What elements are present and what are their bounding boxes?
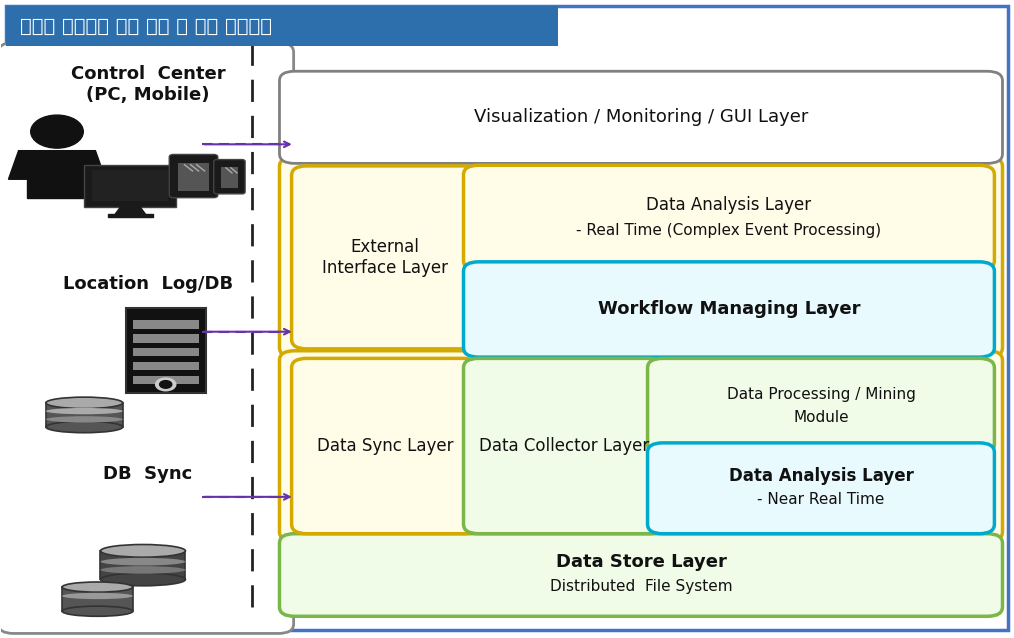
Text: Data Analysis Layer: Data Analysis Layer bbox=[646, 196, 811, 214]
Text: Distributed  File System: Distributed File System bbox=[550, 579, 732, 594]
FancyBboxPatch shape bbox=[178, 163, 209, 191]
Text: External
Interface Layer: External Interface Layer bbox=[322, 238, 448, 277]
FancyBboxPatch shape bbox=[84, 165, 176, 207]
FancyBboxPatch shape bbox=[221, 167, 238, 188]
FancyBboxPatch shape bbox=[133, 376, 199, 385]
Text: Workflow Managing Layer: Workflow Managing Layer bbox=[597, 300, 860, 318]
FancyBboxPatch shape bbox=[280, 71, 1003, 163]
Circle shape bbox=[155, 378, 175, 391]
Ellipse shape bbox=[46, 416, 123, 422]
Text: Control  Center
(PC, Mobile): Control Center (PC, Mobile) bbox=[71, 65, 225, 104]
FancyBboxPatch shape bbox=[133, 334, 199, 343]
Text: DB  Sync: DB Sync bbox=[103, 465, 193, 483]
FancyBboxPatch shape bbox=[648, 359, 995, 454]
FancyBboxPatch shape bbox=[292, 166, 479, 349]
Ellipse shape bbox=[100, 566, 186, 574]
Ellipse shape bbox=[46, 421, 123, 433]
Text: Data Processing / Mining: Data Processing / Mining bbox=[727, 387, 916, 402]
Text: - Real Time (Complex Event Processing): - Real Time (Complex Event Processing) bbox=[576, 223, 881, 238]
FancyBboxPatch shape bbox=[280, 351, 1003, 541]
Polygon shape bbox=[100, 551, 186, 579]
Ellipse shape bbox=[100, 573, 186, 586]
Text: 실시간 위치정보 로그 수집 및 분석 미들웨어: 실시간 위치정보 로그 수집 및 분석 미들웨어 bbox=[19, 17, 272, 36]
Text: Visualization / Monitoring / GUI Layer: Visualization / Monitoring / GUI Layer bbox=[474, 108, 808, 126]
FancyBboxPatch shape bbox=[133, 320, 199, 329]
FancyBboxPatch shape bbox=[133, 348, 199, 357]
Polygon shape bbox=[116, 205, 145, 214]
FancyBboxPatch shape bbox=[214, 160, 245, 194]
Text: Data Collector Layer: Data Collector Layer bbox=[479, 437, 649, 455]
Polygon shape bbox=[62, 587, 133, 611]
Text: Module: Module bbox=[793, 410, 849, 425]
Polygon shape bbox=[26, 179, 87, 198]
FancyBboxPatch shape bbox=[292, 359, 479, 534]
FancyBboxPatch shape bbox=[6, 6, 558, 46]
FancyBboxPatch shape bbox=[169, 154, 218, 198]
Text: Location  Log/DB: Location Log/DB bbox=[63, 274, 233, 293]
Ellipse shape bbox=[46, 408, 123, 414]
FancyBboxPatch shape bbox=[463, 165, 995, 270]
Ellipse shape bbox=[62, 582, 133, 592]
Polygon shape bbox=[108, 214, 152, 218]
Text: Data Analysis Layer: Data Analysis Layer bbox=[728, 466, 914, 485]
FancyBboxPatch shape bbox=[463, 262, 995, 357]
Ellipse shape bbox=[62, 606, 133, 616]
Text: Data Store Layer: Data Store Layer bbox=[556, 553, 726, 571]
FancyBboxPatch shape bbox=[0, 43, 294, 634]
FancyBboxPatch shape bbox=[280, 157, 1003, 357]
FancyBboxPatch shape bbox=[133, 362, 199, 371]
Text: - Near Real Time: - Near Real Time bbox=[757, 493, 884, 507]
Text: Data Sync Layer: Data Sync Layer bbox=[317, 437, 453, 455]
FancyBboxPatch shape bbox=[463, 359, 664, 534]
FancyBboxPatch shape bbox=[648, 443, 995, 534]
FancyBboxPatch shape bbox=[280, 534, 1003, 616]
Ellipse shape bbox=[100, 544, 186, 557]
Polygon shape bbox=[8, 151, 105, 179]
Ellipse shape bbox=[100, 558, 186, 565]
Circle shape bbox=[159, 381, 171, 389]
Ellipse shape bbox=[62, 593, 133, 599]
FancyBboxPatch shape bbox=[6, 6, 1008, 630]
Polygon shape bbox=[46, 403, 123, 427]
FancyBboxPatch shape bbox=[92, 170, 168, 202]
Circle shape bbox=[30, 115, 83, 148]
Ellipse shape bbox=[46, 397, 123, 408]
FancyBboxPatch shape bbox=[126, 308, 206, 393]
